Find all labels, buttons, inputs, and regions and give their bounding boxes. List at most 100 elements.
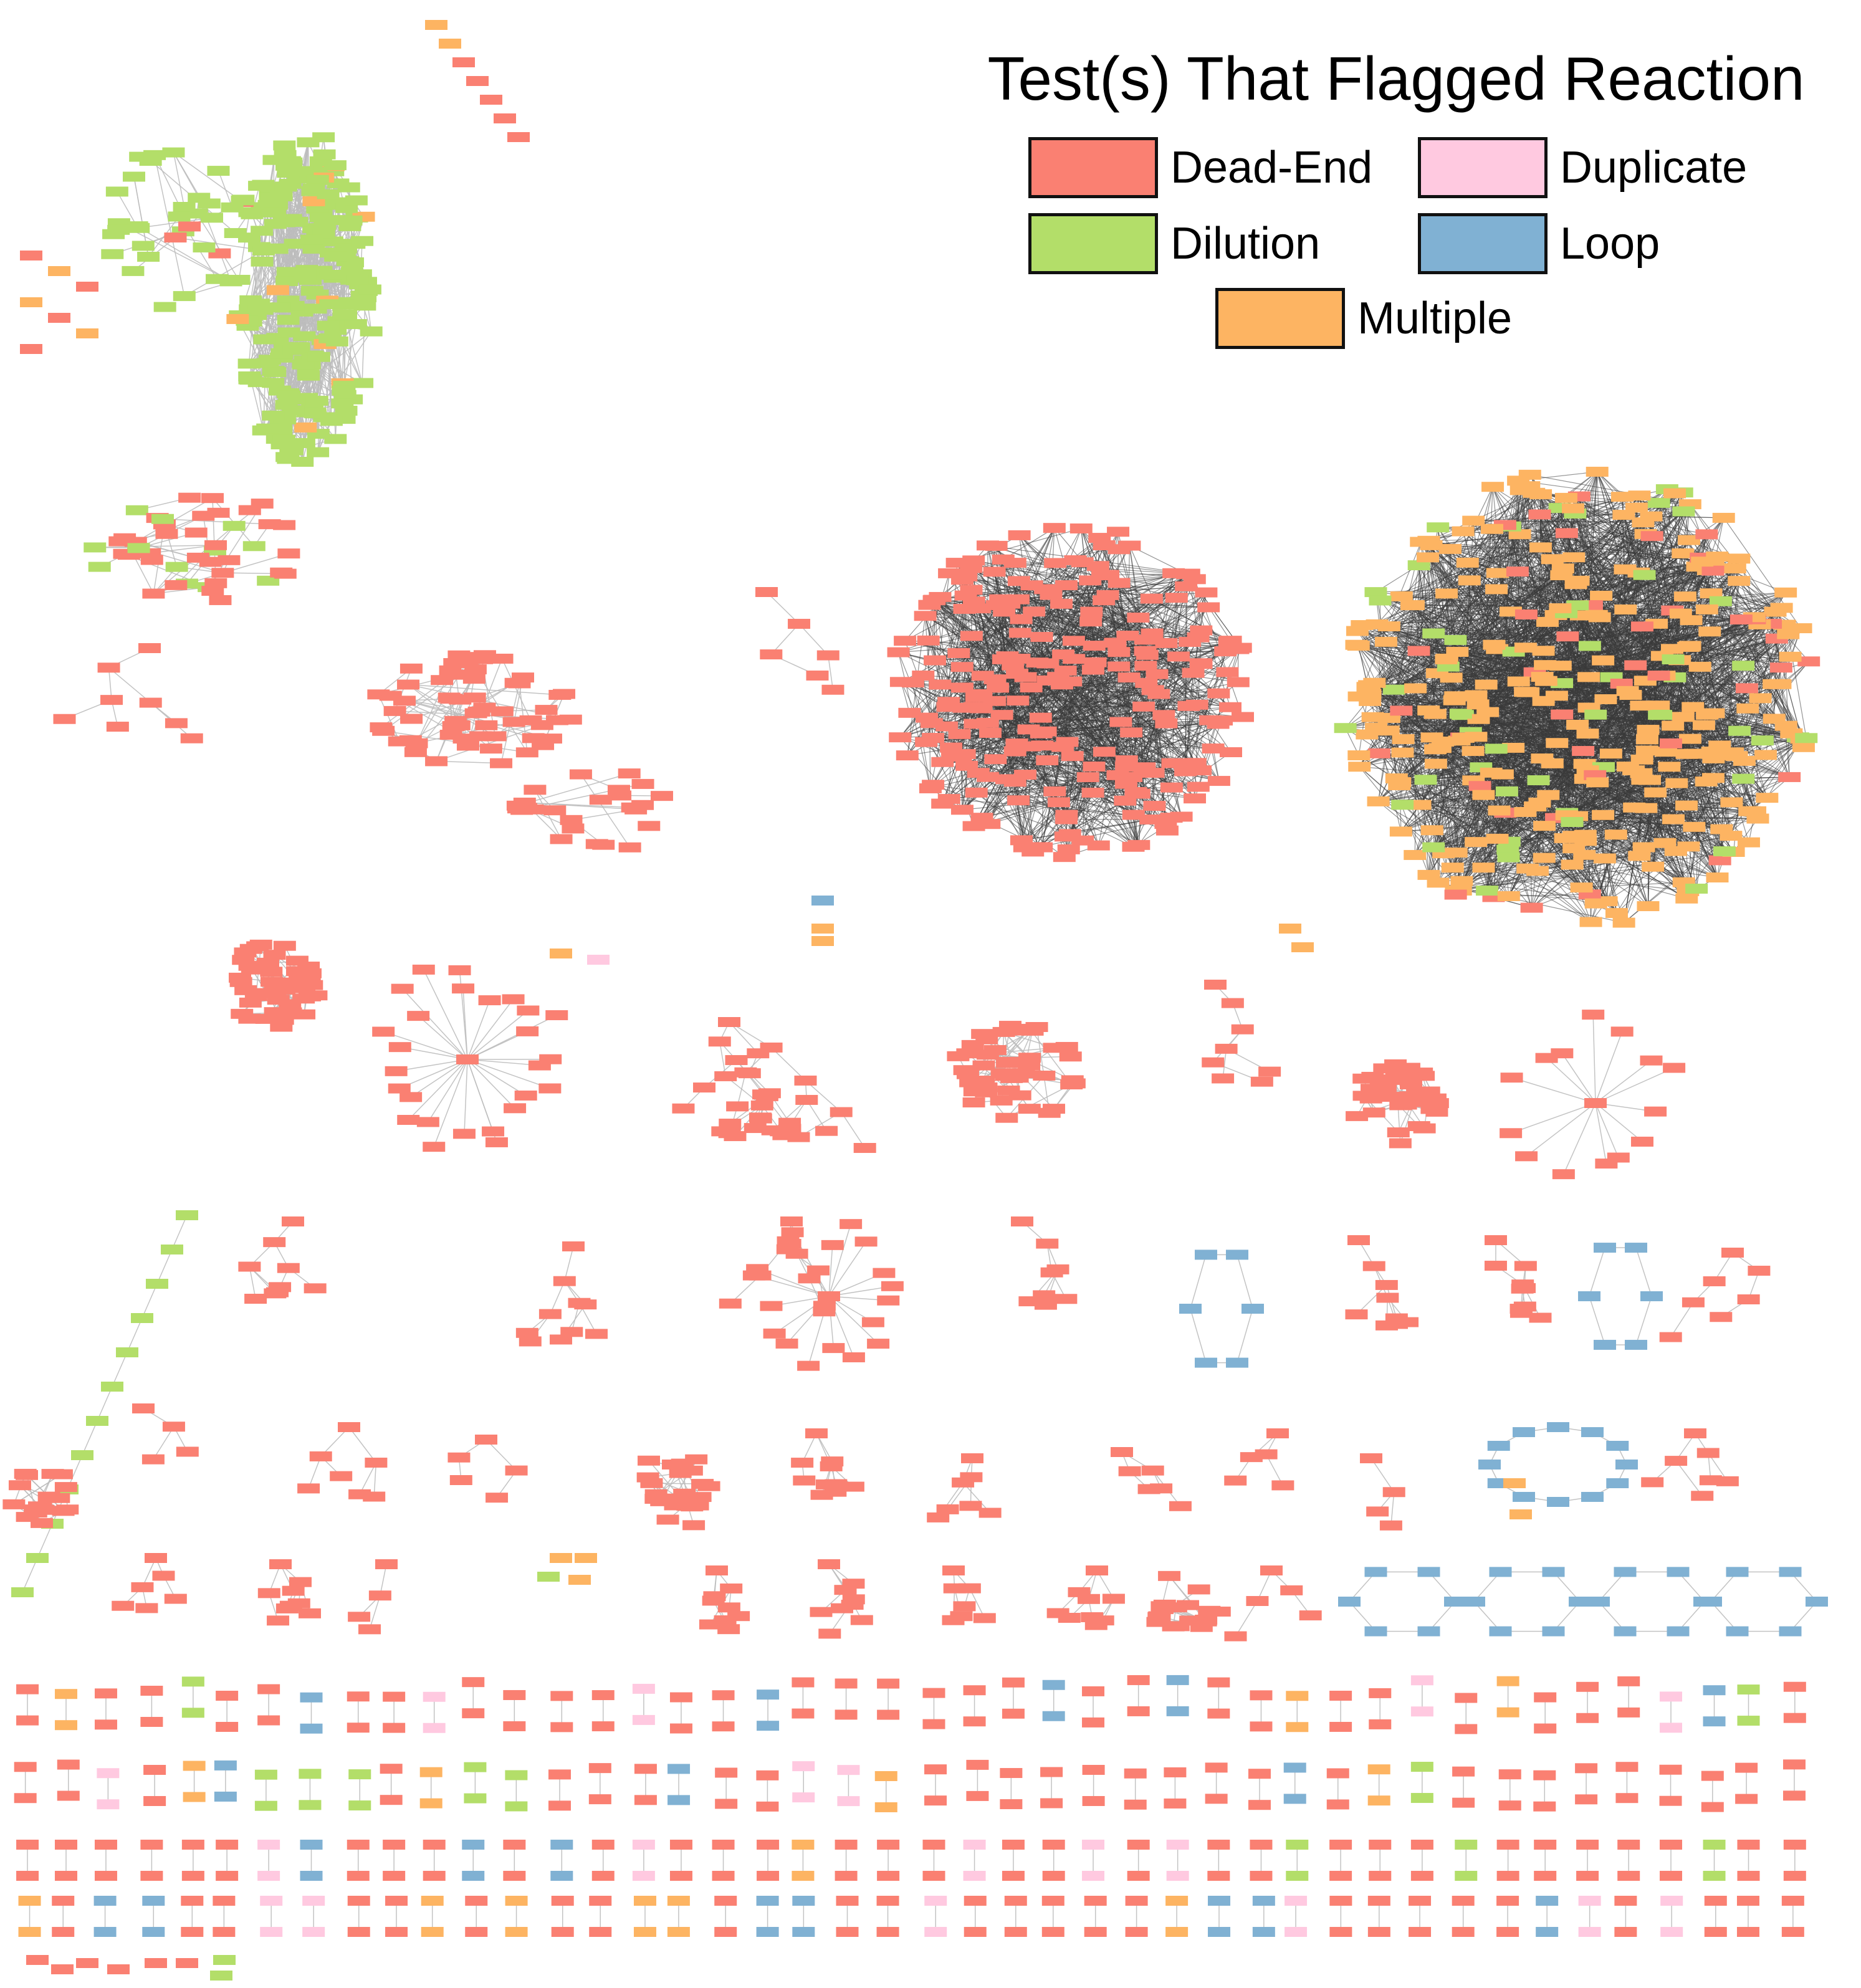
network-edge xyxy=(1081,528,1096,662)
network-edge xyxy=(1774,638,1777,719)
network-edge xyxy=(1559,507,1744,779)
network-edge xyxy=(1455,504,1691,891)
network-edge xyxy=(766,591,800,624)
network-edge xyxy=(1510,1102,1596,1134)
network-edge xyxy=(564,1246,574,1281)
network-edge xyxy=(1473,520,1680,661)
network-edge xyxy=(1190,1308,1207,1363)
network-edge xyxy=(898,586,1187,653)
network-edge xyxy=(729,1021,758,1054)
network-edge xyxy=(828,1296,879,1344)
network-edge xyxy=(1690,620,1721,861)
network-edge xyxy=(798,623,829,656)
network-edge xyxy=(1579,496,1708,610)
network-edge xyxy=(550,1281,565,1314)
network-edge xyxy=(1581,777,1714,888)
network-edge xyxy=(1483,780,1539,868)
network-edge xyxy=(1521,490,1707,782)
network-edge xyxy=(418,1015,468,1060)
network-edge xyxy=(467,998,514,1060)
network-edge xyxy=(1377,624,1568,637)
network-edge xyxy=(138,217,213,229)
network-edge xyxy=(1473,659,1680,752)
network-edge xyxy=(1486,781,1598,891)
network-edge xyxy=(1675,1460,1703,1496)
network-edge xyxy=(1093,669,1195,799)
network-edge xyxy=(959,636,1042,654)
network-edge xyxy=(1539,514,1548,622)
network-edge xyxy=(948,701,1055,792)
network-edge xyxy=(1595,522,1644,904)
network-edge xyxy=(1595,1102,1619,1158)
network-edge xyxy=(467,1059,550,1089)
network-edge xyxy=(1691,592,1786,621)
network-edge xyxy=(770,623,800,655)
network-edge xyxy=(828,1223,851,1297)
network-edge xyxy=(1595,1060,1652,1104)
network-edge xyxy=(82,1420,98,1456)
network-edge xyxy=(1237,1254,1253,1309)
network-edge xyxy=(1065,641,1190,837)
network-edge xyxy=(1670,1302,1694,1337)
network-edge xyxy=(249,1266,256,1299)
network-edge xyxy=(1082,641,1190,841)
network-edge xyxy=(1592,1015,1596,1104)
network-edge xyxy=(1460,613,1682,891)
network-edge xyxy=(1127,635,1219,694)
network-edge xyxy=(1616,738,1802,914)
network-edge xyxy=(1721,737,1807,829)
network-edge xyxy=(982,792,1093,818)
network-edge xyxy=(1190,1254,1207,1309)
network-edge xyxy=(436,669,476,762)
network-edge xyxy=(1185,586,1187,772)
network-edge xyxy=(1021,819,1151,841)
network-edge xyxy=(383,1031,468,1060)
network-edge xyxy=(402,988,468,1060)
network-edge xyxy=(828,1241,867,1297)
network-edge xyxy=(993,571,1013,666)
network-edge xyxy=(805,1080,842,1113)
network-edge xyxy=(806,1099,827,1132)
network-edge xyxy=(1787,634,1807,738)
network-edge xyxy=(1029,1028,1072,1085)
network-edge xyxy=(1066,585,1152,634)
network-edge xyxy=(1526,1102,1596,1157)
network-edge xyxy=(1496,748,1689,847)
network-edge xyxy=(1138,762,1196,846)
network-edge xyxy=(1595,1031,1623,1104)
network-edge xyxy=(1455,639,1647,809)
network-edge xyxy=(1394,575,1562,691)
network-edge xyxy=(171,1215,188,1250)
network-edge xyxy=(1041,611,1092,848)
network-edge xyxy=(1033,545,1105,612)
network-edge xyxy=(1427,557,1448,659)
network-edge xyxy=(153,1426,175,1460)
network-edge xyxy=(1572,740,1763,865)
network-edge xyxy=(580,774,631,848)
network-edge xyxy=(423,969,468,1060)
network-edge xyxy=(1420,804,1566,839)
network-edge xyxy=(1357,630,1642,706)
network-edge xyxy=(828,1245,833,1297)
network-edge xyxy=(501,658,532,721)
network-edge xyxy=(467,1059,540,1066)
network-edge xyxy=(1433,795,1484,848)
network-edge xyxy=(1467,562,1538,871)
network-edge xyxy=(962,579,1099,846)
network-edge xyxy=(1399,781,1591,922)
network-edge xyxy=(1425,714,1662,780)
network-edge xyxy=(136,226,231,282)
network-edge xyxy=(1017,720,1222,745)
network-edge xyxy=(97,1386,113,1422)
network-edge xyxy=(1006,1084,1072,1119)
network-edge xyxy=(912,682,931,789)
network-edge xyxy=(1448,496,1623,667)
network-edge xyxy=(399,1046,468,1060)
network-edge xyxy=(974,601,1140,794)
network-edge xyxy=(1371,1458,1395,1493)
network-edge xyxy=(1635,1247,1652,1297)
network-edge xyxy=(1461,517,1725,881)
network-edge xyxy=(467,1015,557,1060)
network-edge xyxy=(238,212,251,280)
network-edge xyxy=(162,519,270,525)
